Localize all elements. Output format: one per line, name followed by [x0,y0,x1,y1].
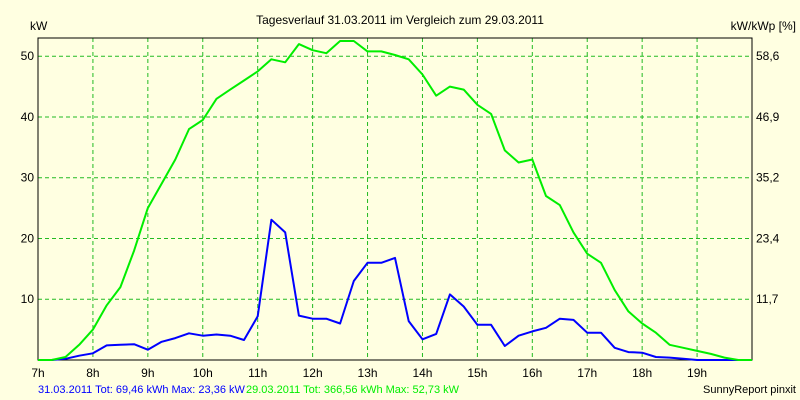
x-tick-label: 13h [358,366,378,380]
x-tick-label: 17h [577,366,597,380]
series-line-2 [38,40,752,361]
y-left-tick-label: 20 [21,231,35,245]
y-right-tick-label: 11,7 [756,292,779,306]
x-tick-label: 12h [303,366,323,380]
y-left-tick-label: 30 [21,171,35,185]
x-tick-label: 18h [632,366,652,380]
series-1-summary: 31.03.2011 Tot: 69,46 kWh Max: 23,36 kW [38,384,245,396]
y-right-tick-label: 58,6 [756,49,780,63]
y-left-axis-label: kW [30,19,48,33]
y-right-axis-label: kW/kWp [%] [731,19,796,33]
y-right-tick-label: 35,2 [756,171,780,185]
series-line-1 [38,218,752,361]
y-right-tick-label: 23,4 [756,231,780,245]
x-tick-label: 16h [522,366,542,380]
x-tick-label: 14h [412,366,432,380]
x-tick-label: 7h [31,366,44,380]
credit-text: SunnyReport pinxit [703,384,796,396]
y-left-tick-label: 10 [21,292,35,306]
chart-title: Tagesverlauf 31.03.2011 im Vergleich zum… [256,13,544,27]
x-tick-label: 10h [193,366,213,380]
x-tick-label: 19h [687,366,707,380]
series-2-summary: 29.03.2011 Tot: 366,56 kWh Max: 52,73 kW [246,384,460,396]
y-left-tick-label: 50 [21,49,35,63]
x-tick-label: 8h [86,366,99,380]
plot-area-border [37,37,753,361]
x-tick-label: 11h [248,366,267,380]
y-left-tick-label: 40 [21,110,35,124]
x-tick-label: 15h [467,366,487,380]
x-tick-label: 9h [141,366,154,380]
y-right-tick-label: 46,9 [756,110,780,124]
